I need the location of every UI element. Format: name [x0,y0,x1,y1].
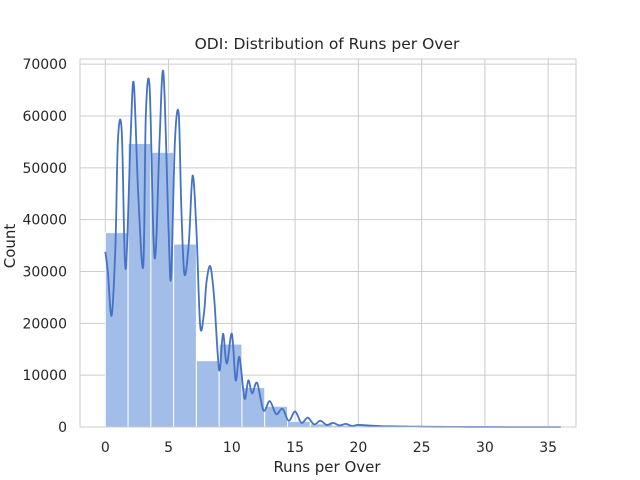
y-tick-label: 60000 [22,109,67,125]
chart-title: ODI: Distribution of Runs per Over [195,35,460,53]
histogram-bar [287,420,311,428]
x-tick-label: 10 [223,440,241,456]
plot-frame [79,58,577,428]
histogram-bar [127,142,152,428]
y-tick-label: 30000 [22,265,67,281]
histogram-bar [195,360,220,428]
x-tick-label: 0 [101,440,110,456]
x-tick-label: 5 [164,440,173,456]
x-tick-label: 20 [349,440,367,456]
y-tick-labels: 0 10000 20000 30000 40000 50000 60000 70000 [22,57,67,436]
histogram-bar [173,243,197,428]
y-tick-label: 70000 [22,57,67,73]
y-tick-label: 50000 [22,161,67,177]
y-tick-label: 20000 [22,316,67,332]
histogram-bar [264,405,289,428]
kde-curve [104,69,561,428]
y-tick-label: 0 [58,420,67,436]
x-tick-label: 35 [539,440,557,456]
y-axis-label: Count [1,224,19,269]
x-axis-label: Runs per Over [273,458,381,476]
histogram-bar [150,151,175,428]
x-tick-label: 25 [413,440,431,456]
y-tick-label: 10000 [22,368,67,384]
x-tick-label: 30 [476,440,494,456]
x-tick-labels: 0 5 10 15 20 25 30 35 [101,440,557,456]
x-tick-label: 15 [286,440,304,456]
y-tick-label: 40000 [22,213,67,229]
